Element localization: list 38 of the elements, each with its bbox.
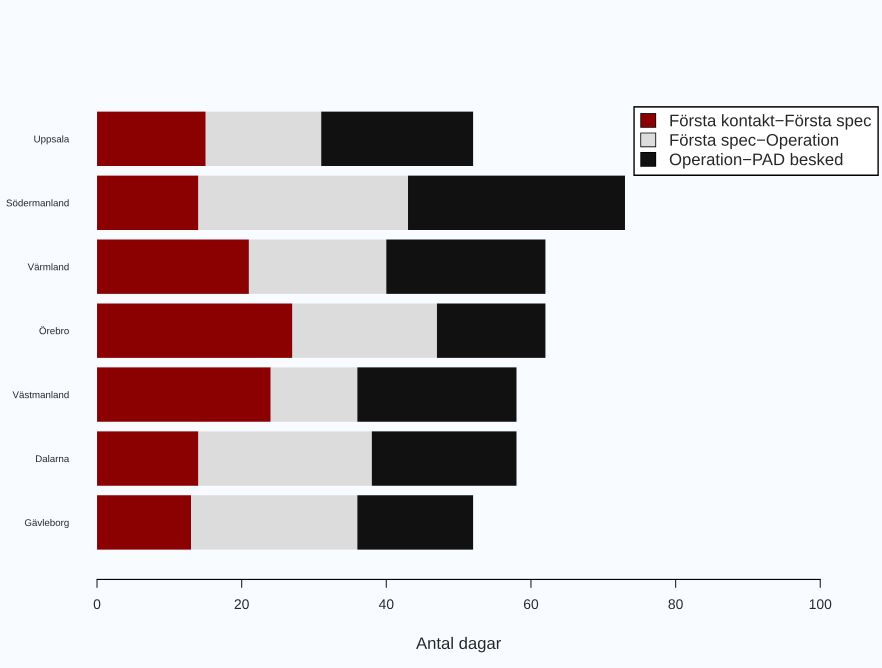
x-tick-label: 20 [234, 599, 249, 610]
bar [292, 303, 437, 358]
bar [97, 176, 198, 230]
y-tick-label: Södermanland [6, 199, 69, 206]
bar [97, 495, 192, 550]
y-tick-label: Uppsala [34, 135, 70, 144]
bar [386, 240, 546, 294]
bar [97, 112, 206, 166]
y-tick-label: Värmland [28, 263, 69, 270]
bar [97, 240, 249, 294]
bar [436, 303, 546, 358]
legend-label: Första kontakt−Första spec [670, 114, 872, 130]
x-tick-label: 40 [378, 599, 394, 610]
bar [248, 240, 386, 294]
bar [357, 495, 474, 550]
bar [321, 112, 474, 166]
bar [191, 495, 358, 550]
legend-label: Operation−PAD besked [670, 153, 842, 169]
bar [97, 303, 292, 358]
x-tick-label: 80 [668, 599, 683, 610]
bar [408, 176, 625, 230]
bar [97, 367, 271, 422]
y-tick-label: Västmanland [12, 391, 69, 398]
legend-label: Första spec−Operation [670, 134, 838, 150]
x-tick-label: 60 [524, 599, 538, 610]
y-tick-label: Örebro [39, 326, 69, 334]
bar [270, 367, 358, 422]
y-tick-label: Gävleborg [24, 518, 69, 528]
bar [372, 431, 516, 486]
x-axis-title: Antal dagar [416, 636, 501, 652]
bar [198, 431, 372, 486]
bar [198, 176, 408, 230]
bar [206, 112, 322, 166]
bar [357, 367, 516, 422]
bar [97, 431, 198, 486]
y-tick-label: Dalarna [36, 455, 70, 462]
x-tick-label: 100 [810, 599, 832, 610]
x-tick-label: 0 [94, 599, 100, 610]
